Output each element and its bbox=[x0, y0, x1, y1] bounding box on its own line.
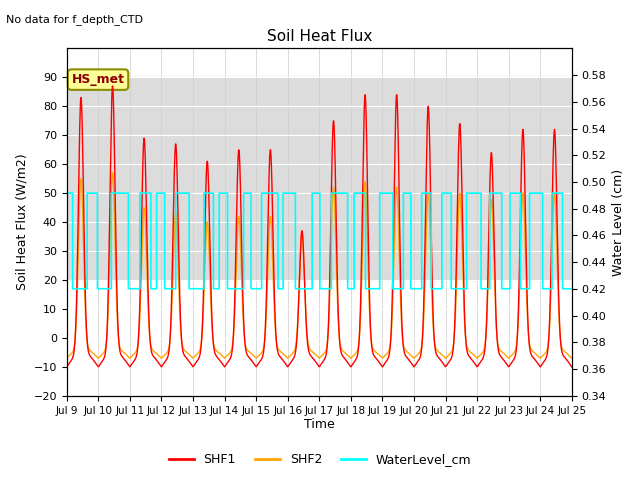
Bar bbox=[67, 77, 572, 280]
Text: No data for f_depth_CTD: No data for f_depth_CTD bbox=[6, 14, 143, 25]
Y-axis label: Soil Heat Flux (W/m2): Soil Heat Flux (W/m2) bbox=[15, 154, 28, 290]
X-axis label: Time: Time bbox=[304, 419, 335, 432]
Title: Soil Heat Flux: Soil Heat Flux bbox=[267, 29, 372, 44]
Legend: SHF1, SHF2, WaterLevel_cm: SHF1, SHF2, WaterLevel_cm bbox=[164, 448, 476, 471]
Y-axis label: Water Level (cm): Water Level (cm) bbox=[612, 168, 625, 276]
Text: HS_met: HS_met bbox=[72, 73, 125, 86]
